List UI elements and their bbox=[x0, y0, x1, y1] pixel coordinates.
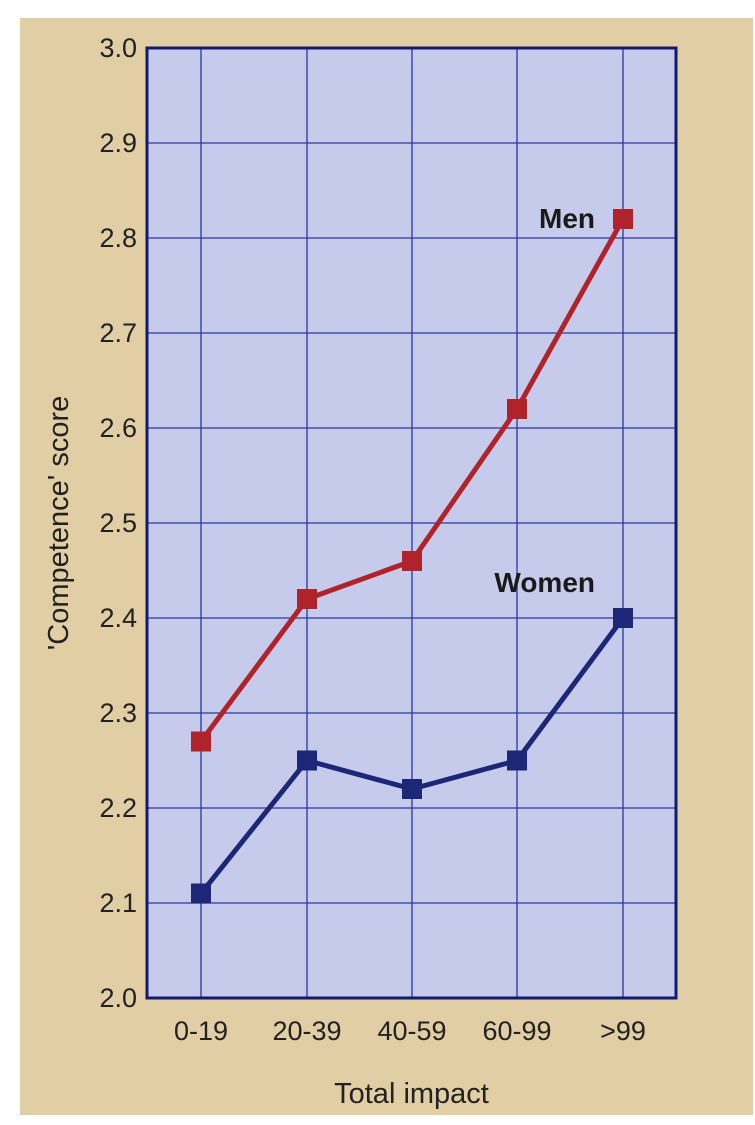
y-tick-label: 2.5 bbox=[99, 508, 137, 538]
x-tick-label: 0-19 bbox=[174, 1016, 228, 1046]
y-tick-label: 2.6 bbox=[99, 413, 137, 443]
y-tick-label: 2.9 bbox=[99, 128, 137, 158]
data-point-women bbox=[297, 750, 317, 771]
data-point-women bbox=[402, 779, 422, 799]
y-tick-label: 2.7 bbox=[99, 318, 137, 348]
y-axis-title: 'Competence' score bbox=[43, 396, 75, 650]
x-tick-label: >99 bbox=[600, 1016, 646, 1046]
plot-frame bbox=[145, 46, 678, 1000]
series-group bbox=[191, 209, 633, 904]
y-tick-label: 2.4 bbox=[99, 603, 137, 633]
y-tick-label: 2.1 bbox=[99, 888, 137, 918]
data-point-men bbox=[613, 209, 633, 229]
y-tick-label: 3.0 bbox=[99, 33, 137, 63]
x-tick-label: 60-99 bbox=[482, 1016, 551, 1046]
data-point-women bbox=[507, 750, 527, 771]
labels-group: 2.0 2.1 2.2 2.3 2.4 2.5 2.6 2.7 2.8 2.9 3.0 0-19 20-… bbox=[43, 33, 646, 1110]
chart-figure: 2.0 2.1 2.2 2.3 2.4 2.5 2.6 2.7 2.8 2.9 3.0 0-19 20-… bbox=[20, 18, 753, 1115]
data-point-women bbox=[191, 883, 211, 904]
x-tick-label: 40-59 bbox=[377, 1016, 446, 1046]
series-label-men: Men bbox=[539, 203, 595, 234]
line-chart: 2.0 2.1 2.2 2.3 2.4 2.5 2.6 2.7 2.8 2.9 3.0 0-19 20-… bbox=[43, 33, 678, 1110]
x-tick-label: 20-39 bbox=[272, 1016, 341, 1046]
y-tick-label: 2.8 bbox=[99, 223, 137, 253]
series-label-women: Women bbox=[494, 567, 595, 598]
data-point-men bbox=[507, 399, 527, 419]
y-tick-label: 2.0 bbox=[99, 983, 137, 1013]
data-point-men bbox=[402, 551, 422, 571]
y-tick-label: 2.2 bbox=[99, 793, 137, 823]
data-point-men bbox=[297, 589, 317, 609]
x-axis-title: Total impact bbox=[334, 1078, 489, 1110]
grid bbox=[145, 46, 678, 1000]
data-point-men bbox=[191, 731, 211, 752]
y-tick-label: 2.3 bbox=[99, 698, 137, 728]
data-point-women bbox=[613, 608, 633, 628]
